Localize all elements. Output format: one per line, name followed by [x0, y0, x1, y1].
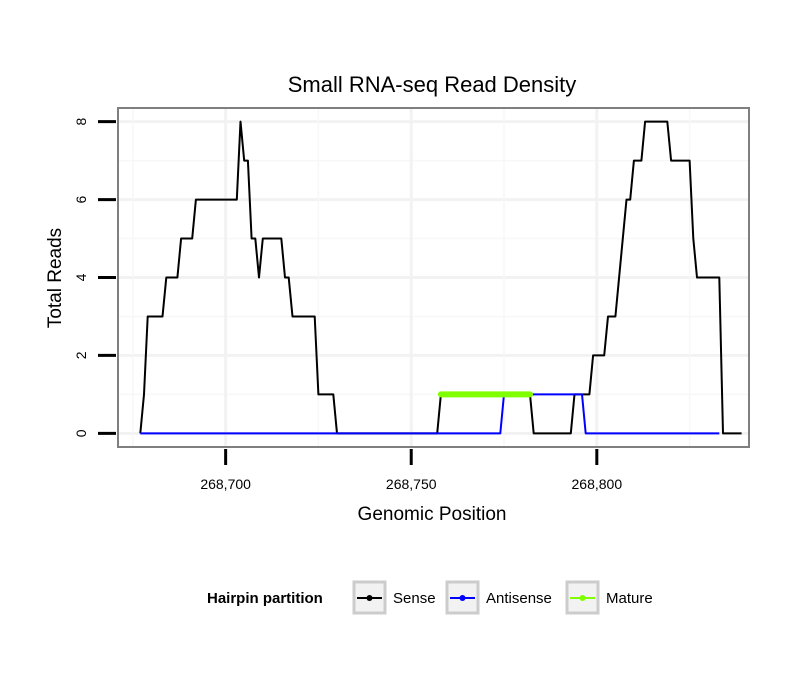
- x-axis: 268,700 268,750 268,800: [200, 449, 622, 492]
- x-tick-label: 268,700: [200, 476, 251, 492]
- legend-label-antisense: Antisense: [486, 590, 552, 607]
- chart-title: Small RNA-seq Read Density: [288, 72, 577, 97]
- y-tick-label: 8: [73, 117, 89, 125]
- legend-key-sense: [352, 580, 387, 615]
- plot-panel-border: [117, 107, 750, 448]
- plot-panel-grid: [118, 108, 749, 447]
- y-axis-title: Total Reads: [45, 228, 66, 328]
- y-tick-label: 0: [73, 429, 89, 437]
- legend: Hairpin partition Sense Antisense Mature: [207, 580, 653, 615]
- legend-label-sense: Sense: [393, 590, 436, 607]
- x-tick-label: 268,800: [572, 476, 623, 492]
- y-axis: 0 2 4 6 8: [73, 117, 116, 437]
- legend-key-mature: [565, 580, 600, 615]
- y-tick-label: 6: [73, 195, 89, 203]
- legend-key-antisense: [445, 580, 480, 615]
- legend-label-mature: Mature: [606, 590, 653, 607]
- series-layer: [139, 120, 742, 435]
- series-line-antisense: [140, 393, 720, 435]
- legend-title: Hairpin partition: [207, 590, 323, 607]
- x-axis-title: Genomic Position: [358, 504, 507, 525]
- y-tick-label: 2: [73, 351, 89, 359]
- x-tick-label: 268,750: [386, 476, 437, 492]
- y-tick-label: 4: [73, 273, 89, 281]
